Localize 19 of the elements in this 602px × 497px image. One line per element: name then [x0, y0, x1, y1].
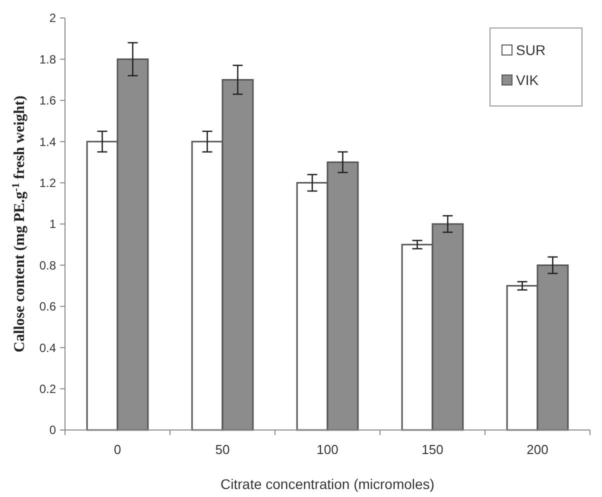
x-tick-label: 0: [114, 442, 122, 457]
y-tick-label: 1.8: [39, 52, 56, 66]
y-tick-label: 0.2: [39, 382, 56, 396]
y-tick-label: 2: [49, 11, 56, 26]
x-tick-label: 100: [316, 442, 338, 457]
x-tick-label: 50: [215, 442, 230, 457]
x-tick-label: 150: [422, 442, 444, 457]
y-tick-label: 0: [49, 423, 56, 438]
y-tick-label: 1.2: [39, 176, 56, 190]
y-tick-label: 1.4: [39, 134, 56, 149]
y-tick-label: 1.6: [39, 94, 56, 108]
x-tick-label: 200: [526, 442, 548, 457]
y-tick-label: 0.4: [39, 340, 56, 355]
legend-label: SUR: [516, 42, 546, 58]
y-tick-label: 1: [49, 217, 56, 232]
y-tick-label: 0.6: [39, 300, 56, 314]
legend-label: VIK: [516, 72, 540, 88]
x-axis-title: Citrate concentration (micromoles): [220, 476, 434, 492]
y-tick-label: 0.8: [39, 258, 56, 272]
